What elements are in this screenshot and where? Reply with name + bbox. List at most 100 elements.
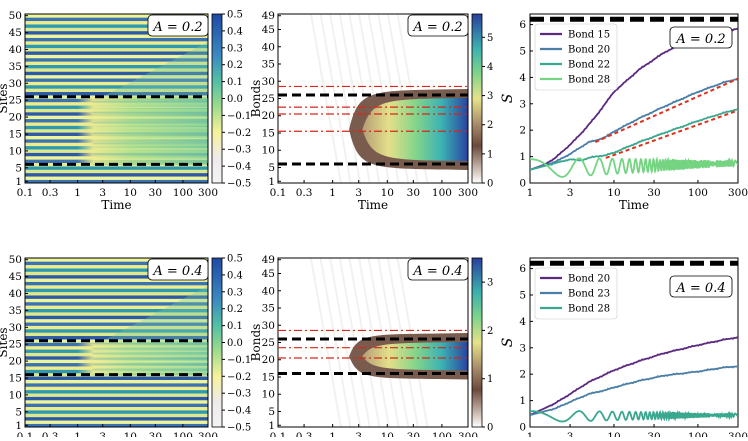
colorbar (471, 13, 483, 184)
x-tick-label: 30 (407, 187, 420, 199)
colorbar-tick-label: 0.5 (227, 254, 243, 265)
heatmap-row-site-31 (25, 78, 208, 82)
y-tick-label: 0 (519, 178, 526, 190)
panel-bottom-left: 0.10.313103010030015101520253035404550Ti… (0, 254, 251, 441)
y-tick-label: 40 (9, 288, 22, 300)
heatmap-row-site-40 (25, 291, 208, 296)
colorbar-tick-label: −0.1 (227, 111, 251, 122)
x-tick-label: 10 (124, 187, 137, 199)
y-tick-label: 5 (15, 162, 22, 174)
heatmap-row-site-32 (25, 318, 208, 323)
y-axis-label: S (500, 338, 516, 348)
heatmap-row-site-43 (25, 281, 208, 286)
x-tick-label: 0.3 (296, 431, 313, 437)
y-tick-label: 1 (268, 420, 275, 432)
y-tick-label: 6 (519, 19, 526, 31)
legend-label: Bond 20 (568, 45, 610, 56)
x-tick-label: 300 (458, 187, 478, 199)
x-tick-label: 0.3 (296, 187, 313, 199)
heatmap-row-site-13 (25, 383, 208, 387)
y-tick-label: 15 (262, 371, 275, 383)
colorbar-tick-label: −0.4 (227, 406, 251, 417)
heatmap-central-region (77, 340, 208, 375)
heatmap-row-site-2 (25, 420, 208, 424)
y-tick-label: 10 (262, 389, 275, 401)
heatmap-row-site-39 (25, 295, 208, 299)
heatmap-row-site-11 (25, 389, 208, 394)
y-tick-label: 35 (9, 61, 22, 73)
y-tick-label: 3 (519, 342, 526, 354)
annotation-box (407, 14, 469, 37)
y-tick-label: 3 (519, 98, 526, 110)
heatmap-row-site-49 (25, 261, 208, 266)
heatmap-row-site-46 (25, 27, 208, 32)
x-tick-label: 30 (149, 431, 162, 437)
x-tick-label: 100 (173, 431, 193, 437)
y-tick-label: 1 (268, 176, 275, 188)
heatmap-wave (338, 258, 371, 427)
series-line-bond-23 (530, 365, 738, 416)
x-tick-label: 1 (329, 431, 336, 437)
heatmap-row-site-44 (25, 34, 208, 38)
heatmap-row-site-48 (25, 20, 208, 25)
y-tick-label: 20 (9, 356, 22, 368)
x-tick-label: 300 (458, 431, 478, 437)
series-line-bond-28 (530, 156, 738, 178)
y-tick-label: 30 (262, 76, 275, 88)
colorbar-tick-label: 0.2 (227, 304, 243, 315)
heatmap-core (362, 342, 468, 371)
annotation-label: A = 0.2 (675, 32, 725, 47)
heatmap-row-site-5 (25, 166, 208, 170)
x-tick-label: 100 (432, 187, 452, 199)
heatmap-area (25, 258, 208, 427)
y-tick-label: 50 (9, 254, 22, 266)
panel-top-left: 0.1 0.3 1 3 10 30 100 30015101520253035404550Ti… (0, 10, 251, 213)
colorbar-tick-label: 0.2 (227, 60, 243, 71)
colorbar (211, 257, 223, 428)
legend-box (534, 267, 618, 320)
y-tick-label: 20 (9, 112, 22, 124)
legend-label: Bond 28 (568, 75, 610, 86)
panel-bottom-mid: 0.10.313103010030015101520253035404549Ti… (249, 254, 493, 441)
y-tick-label: 45 (9, 27, 22, 39)
heatmap-row-site-49 (25, 17, 208, 22)
y-tick-label: 45 (262, 268, 275, 280)
x-tick-label: 3 (99, 431, 106, 437)
y-tick-label: 49 (262, 10, 275, 22)
fit-line (594, 77, 738, 143)
heatmap-area (25, 14, 208, 183)
plot-area (530, 16, 738, 178)
heatmap-row-site-27 (25, 91, 208, 96)
x-tick-label: 1 (329, 187, 336, 199)
heatmap-row-site-3 (25, 172, 208, 177)
x-tick-label: 100 (688, 431, 708, 437)
y-tick-label: 40 (262, 41, 275, 53)
heatmap-row-site-14 (25, 379, 208, 384)
annotation-label: A = 0.2 (152, 20, 202, 35)
panel-top-mid: 0.1 0.3 1 3 10 30 100 30015101520253035404549Ti… (249, 10, 493, 212)
legend-label: Bond 28 (568, 304, 610, 315)
heatmap-row-site-45 (25, 274, 208, 279)
heatmap-row-site-34 (25, 312, 208, 316)
y-axis-label: Bonds (249, 324, 263, 362)
x-tick-label: 300 (728, 187, 748, 199)
heatmap-wave (309, 14, 342, 183)
colorbar (471, 257, 483, 428)
annotation-box (147, 14, 209, 37)
heatmap-row-site-47 (25, 268, 208, 272)
heatmap-wave (309, 258, 342, 427)
y-tick-label: 10 (9, 389, 22, 401)
heatmap-row-site-35 (25, 64, 208, 69)
y-tick-label: 35 (9, 305, 22, 317)
colorbar-tick-label: 2 (487, 326, 493, 337)
y-tick-label: 4 (519, 72, 526, 84)
x-tick-label: 30 (149, 187, 162, 199)
colorbar-tick-label: −0.3 (227, 145, 251, 156)
y-tick-label: 1 (15, 420, 22, 432)
heatmap-row-site-50 (25, 14, 208, 18)
legend-label: Bond 22 (568, 60, 610, 71)
colorbar-tick-label: −0.4 (227, 162, 251, 173)
heatmap-row-site-50 (25, 258, 208, 262)
y-tick-label: 1 (519, 395, 526, 407)
